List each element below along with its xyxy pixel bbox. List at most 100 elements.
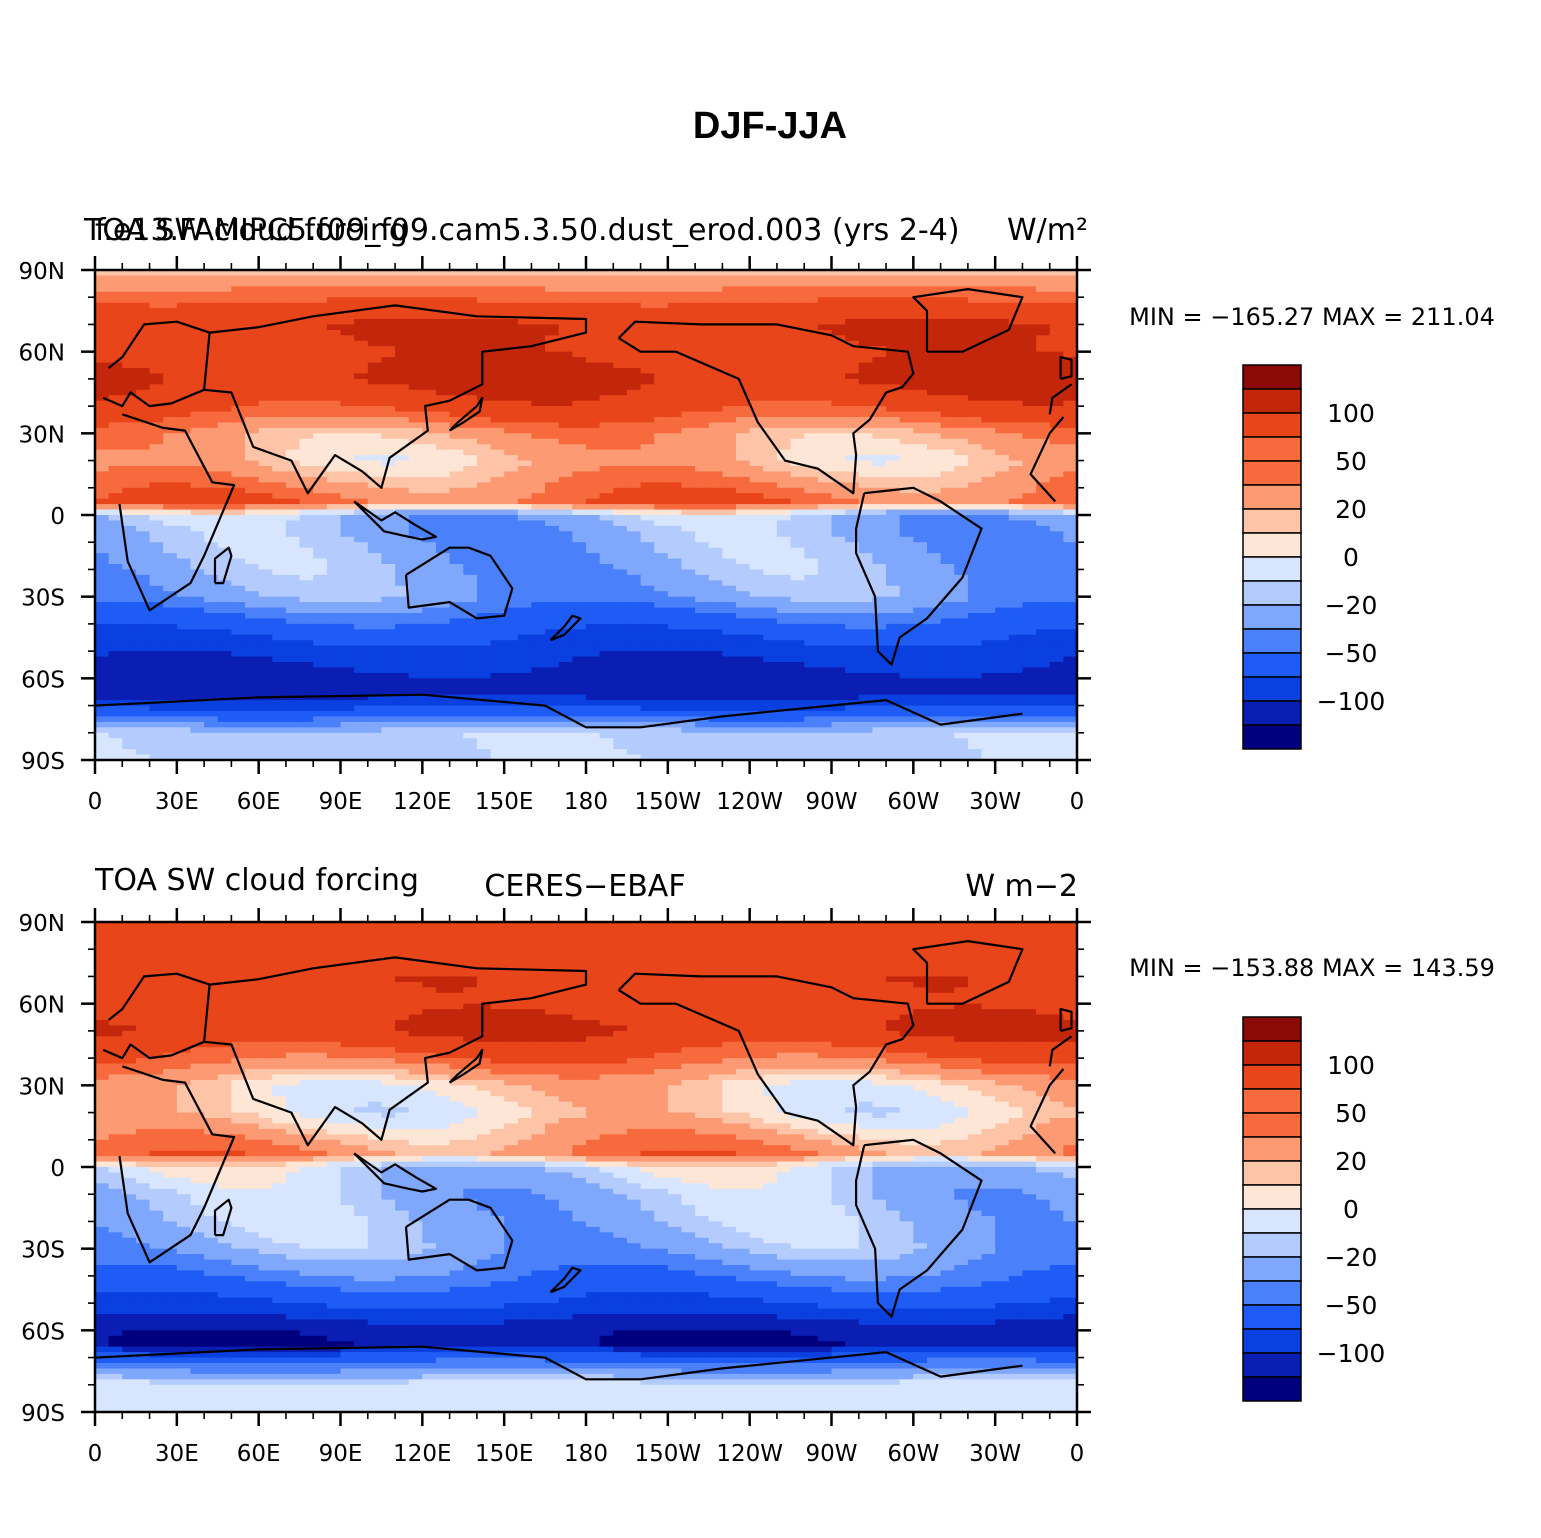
field-cell (272, 553, 287, 560)
field-cell (817, 607, 833, 614)
field-cell (954, 422, 969, 429)
field-cell (245, 340, 260, 347)
field-cell (313, 553, 328, 560)
field-cell (1049, 313, 1064, 320)
field-cell (476, 504, 492, 511)
field-cell (190, 574, 205, 581)
field-cell (913, 422, 928, 429)
field-cell (1008, 580, 1024, 587)
field-cell (1063, 482, 1078, 489)
field-cell (776, 324, 792, 331)
field-cell (531, 313, 546, 320)
field-cell (517, 395, 533, 402)
field-cell (1008, 378, 1024, 385)
field-cell (381, 487, 396, 494)
field-cell (272, 558, 287, 565)
field-cell (1036, 280, 1051, 287)
field-cell (817, 634, 833, 641)
field-cell (531, 602, 546, 609)
field-cell (231, 509, 246, 516)
field-cell (326, 564, 342, 571)
field-cell (790, 607, 805, 614)
field-cell (572, 368, 587, 375)
field-cell (586, 493, 601, 500)
field-cell (831, 487, 846, 494)
field-cell (1049, 547, 1064, 554)
field-cell (531, 319, 546, 326)
field-cell (176, 569, 192, 576)
field-cell (981, 482, 996, 489)
field-cell (640, 574, 655, 581)
field-cell (285, 280, 301, 287)
field-cell (408, 280, 423, 287)
field-cell (776, 493, 792, 500)
field-cell (913, 444, 928, 451)
field-cell (776, 558, 792, 565)
field-cell (408, 482, 423, 489)
field-cell (708, 286, 723, 293)
field-cell (217, 302, 232, 309)
field-cell (926, 596, 942, 603)
field-cell (817, 558, 833, 565)
field-cell (299, 291, 314, 298)
field-cell (245, 580, 260, 587)
field-cell (872, 389, 887, 396)
field-cell (517, 634, 533, 641)
field-cell (654, 623, 669, 630)
field-cell (245, 275, 260, 282)
field-cell (858, 618, 874, 625)
field-cell (135, 411, 151, 418)
field-cell (572, 384, 587, 391)
field-cell (722, 308, 737, 315)
field-cell (122, 308, 137, 315)
field-cell (763, 531, 778, 538)
field-cell (640, 487, 655, 494)
field-cell (749, 297, 764, 304)
field-cell (163, 362, 178, 369)
field-cell (1022, 525, 1037, 532)
field-cell (285, 553, 301, 560)
field-cell (831, 422, 846, 429)
field-cell (954, 319, 969, 326)
field-cell (1008, 558, 1024, 565)
field-cell (654, 580, 669, 587)
field-cell (736, 346, 751, 353)
field-cell (367, 378, 383, 385)
field-cell (163, 509, 178, 516)
field-cell (626, 340, 642, 347)
field-cell (599, 520, 614, 527)
field-cell (1036, 498, 1051, 505)
field-cell (708, 476, 723, 483)
field-cell (367, 395, 383, 402)
field-cell (654, 378, 669, 385)
field-cell (613, 411, 628, 418)
field-cell (326, 602, 342, 609)
field-cell (326, 618, 342, 625)
field-cell (422, 433, 437, 440)
field-cell (1036, 591, 1051, 598)
field-cell (872, 493, 887, 500)
field-cell (831, 466, 846, 473)
field-cell (272, 640, 287, 647)
field-cell (586, 487, 601, 494)
field-cell (299, 607, 314, 614)
field-cell (476, 308, 492, 315)
field-cell (817, 466, 833, 473)
field-cell (886, 411, 901, 418)
field-cell (858, 553, 874, 560)
field-cell (790, 520, 805, 527)
field-cell (681, 564, 696, 571)
field-cell (135, 335, 151, 342)
field-cell (435, 618, 451, 625)
field-cell (463, 536, 478, 543)
field-cell (449, 585, 464, 592)
field-cell (940, 482, 955, 489)
field-cell (326, 335, 342, 342)
field-cell (176, 335, 192, 342)
field-cell (463, 449, 478, 456)
field-cell (681, 455, 696, 462)
field-cell (981, 574, 996, 581)
field-cell (804, 547, 819, 554)
field-cell (340, 270, 355, 277)
field-cell (176, 422, 192, 429)
